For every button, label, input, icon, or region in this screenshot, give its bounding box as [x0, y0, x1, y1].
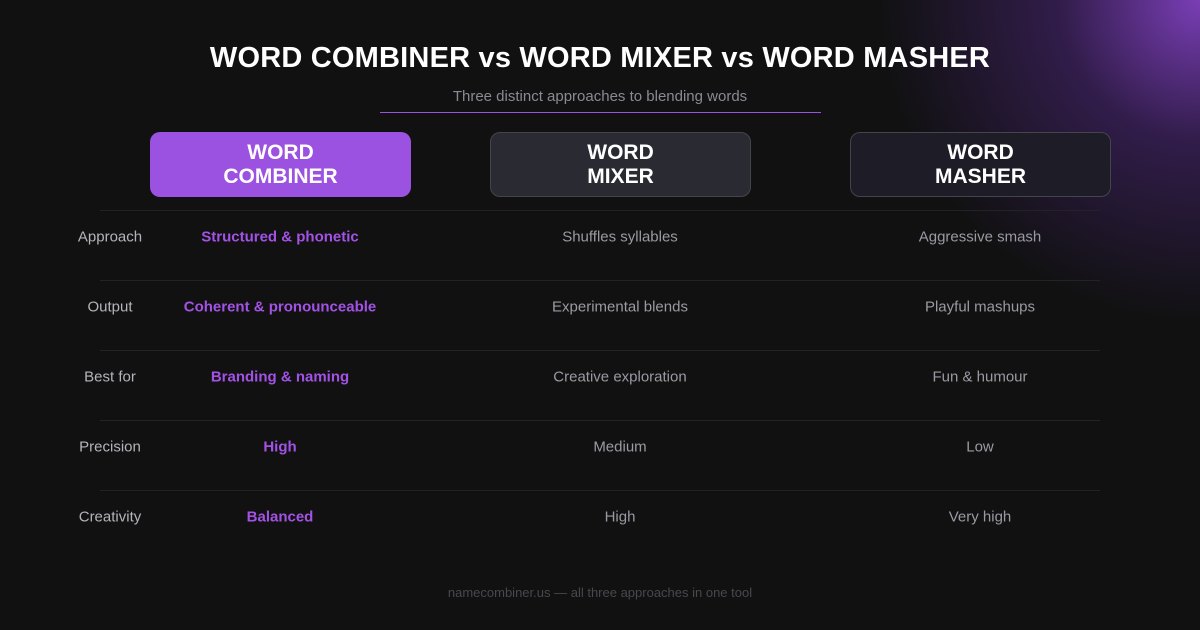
row-label: Approach	[77, 228, 143, 246]
row-label: Output	[87, 298, 133, 316]
table-cell: Low	[966, 438, 994, 456]
row-label: Best for	[84, 368, 136, 386]
table-cell: Very high	[948, 508, 1012, 526]
header-line: MIXER	[587, 164, 654, 188]
subtitle-divider	[380, 112, 821, 113]
table-cell: Fun & humour	[932, 368, 1028, 386]
table-cell: High	[263, 438, 297, 456]
table-cell: Creative exploration	[553, 368, 687, 386]
row-label: Precision	[79, 438, 141, 456]
header-line: WORD	[587, 140, 654, 164]
row-divider	[100, 420, 1100, 421]
header-line: MASHER	[934, 164, 1026, 188]
table-cell: High	[604, 508, 636, 526]
footer-text: namecombiner.us — all three approaches i…	[447, 585, 753, 600]
table-cell: Coherent & pronounceable	[183, 298, 377, 316]
table-cell: Branding & naming	[210, 368, 350, 386]
row-divider	[100, 280, 1100, 281]
table-cell: Playful mashups	[924, 298, 1036, 316]
column-header-word-mixer: WORD MIXER	[490, 132, 751, 197]
table-cell: Shuffles syllables	[562, 228, 678, 246]
column-header-word-combiner: WORD COMBINER	[150, 132, 411, 197]
row-divider	[100, 490, 1100, 491]
row-divider	[100, 350, 1100, 351]
column-header-word-masher: WORD MASHER	[850, 132, 1111, 197]
table-cell: Aggressive smash	[918, 228, 1042, 246]
table-cell: Balanced	[246, 508, 314, 526]
header-line: COMBINER	[223, 164, 338, 188]
header-line: WORD	[247, 140, 314, 164]
row-divider	[100, 210, 1100, 211]
row-label: Creativity	[78, 508, 142, 526]
header-line: WORD	[947, 140, 1014, 164]
table-cell: Structured & phonetic	[201, 228, 359, 246]
table-cell: Experimental blends	[552, 298, 688, 316]
page-subtitle: Three distinct approaches to blending wo…	[452, 88, 748, 105]
page-title: WORD COMBINER vs WORD MIXER vs WORD MASH…	[209, 42, 991, 74]
table-cell: Medium	[593, 438, 647, 456]
